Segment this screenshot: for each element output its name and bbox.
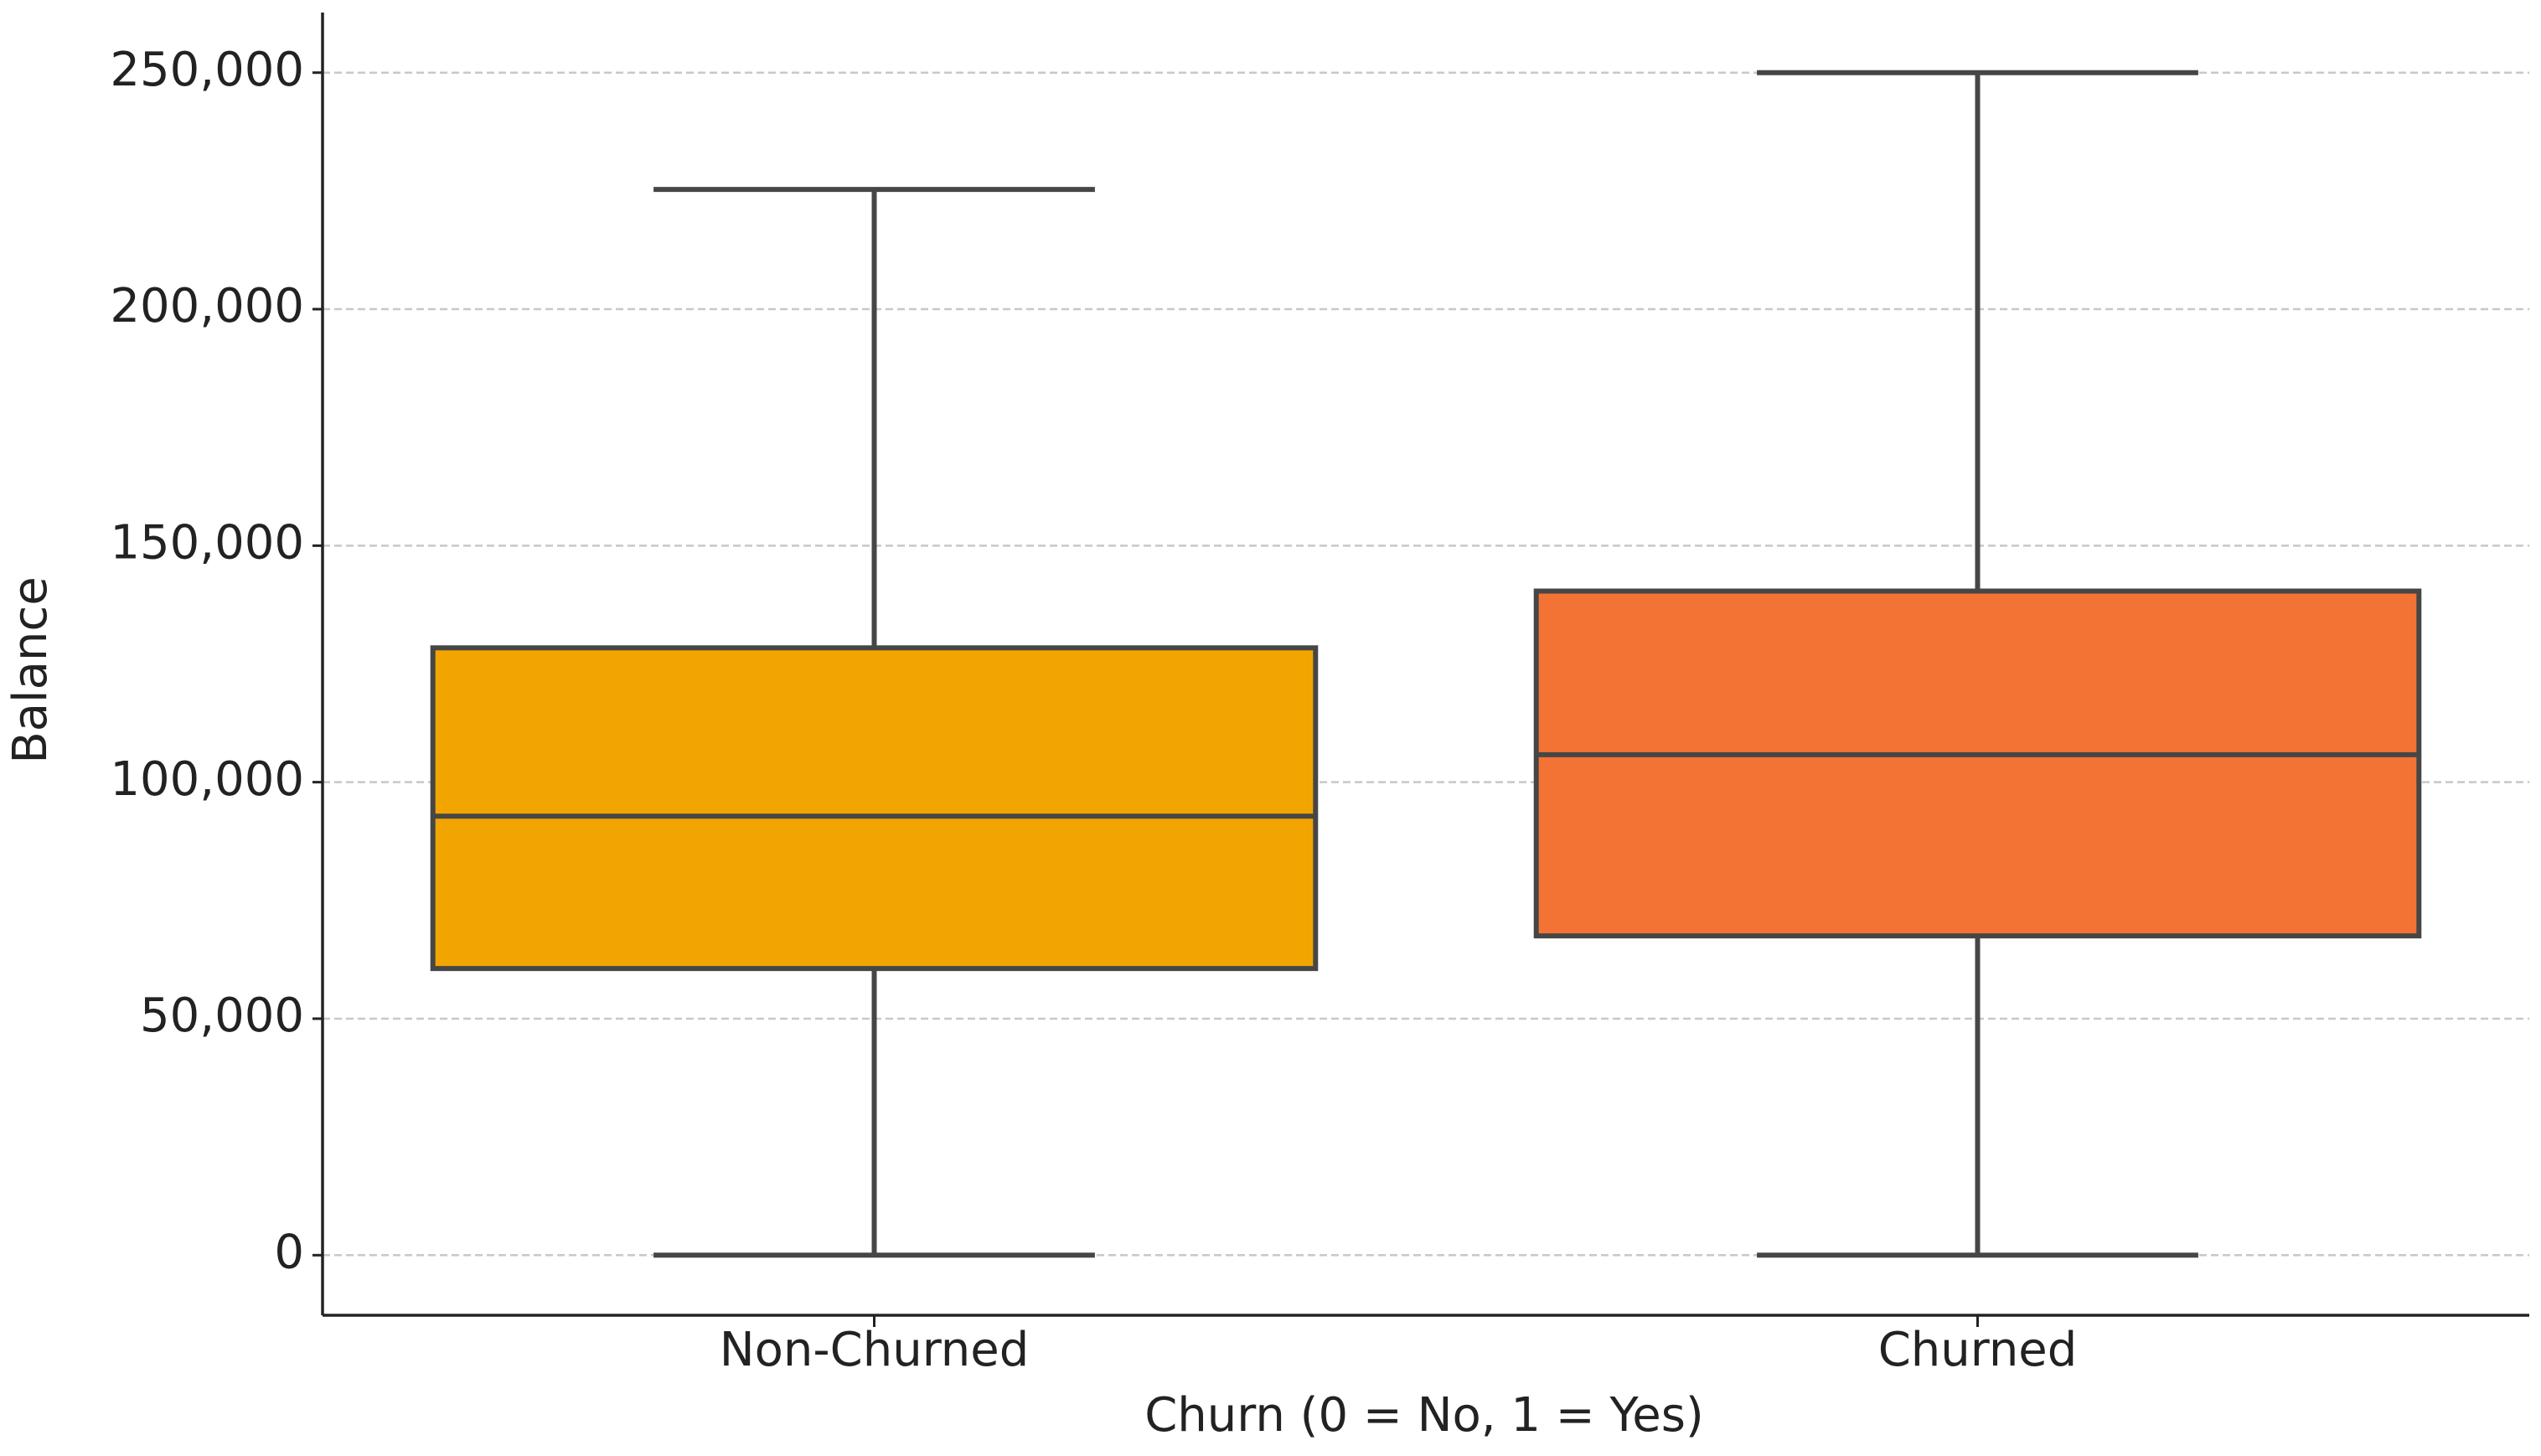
x-axis-label: Churn (0 = No, 1 = Yes) (1144, 1388, 1704, 1443)
y-tick-label: 0 (274, 1225, 304, 1279)
y-tick-label: 50,000 (140, 989, 304, 1043)
x-tick-label: Non-Churned (720, 1323, 1029, 1377)
box (430, 645, 1319, 972)
y-tick-label: 250,000 (110, 43, 304, 97)
box (1533, 588, 2422, 939)
y-tick-label: 100,000 (110, 752, 304, 807)
x-tick-label: Churned (1878, 1323, 2078, 1377)
y-tick-label: 150,000 (110, 515, 304, 570)
y-axis-label: Balance (3, 576, 58, 763)
y-tick-label: 200,000 (110, 279, 304, 333)
